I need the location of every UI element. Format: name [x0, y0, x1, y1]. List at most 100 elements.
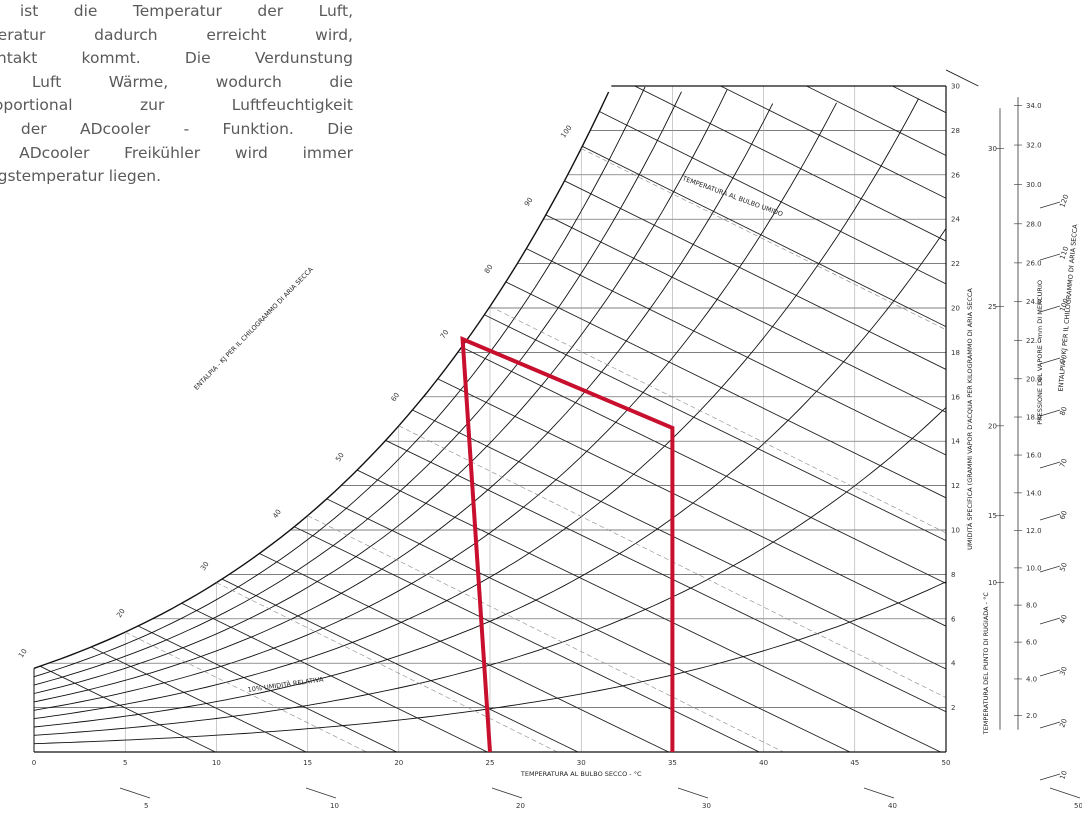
intro-line: r ist die Temperatur der Luft,	[0, 2, 353, 20]
chart-grid	[34, 69, 979, 753]
y-tick-label: 4	[951, 660, 956, 668]
y-tick-label: 26	[951, 171, 960, 179]
rh-curve	[33, 581, 947, 745]
wetbulb-line	[581, 148, 947, 331]
enthalpy-side-tick-label: 70	[1058, 458, 1069, 469]
enthalpy-left-tick-label: 70	[439, 328, 451, 340]
enthalpy-left-tick-label: 40	[271, 508, 283, 520]
y-tick-label: 14	[951, 438, 960, 446]
enthalpy-line	[412, 409, 947, 670]
enthalpy-side-tick-label: 80	[1058, 406, 1069, 417]
x-axis-title: TEMPERATURA AL BULBO SECCO - °C	[520, 770, 642, 778]
x-tick-label: 45	[850, 759, 859, 767]
vapor-pressure-tick-label: 18.0	[1026, 414, 1042, 422]
bottom-scale-tick	[119, 787, 151, 799]
enthalpy-line	[385, 440, 947, 713]
vapor-pressure-tick-label: 12.0	[1026, 527, 1042, 535]
intro-line: proportional zur Luftfeuchtigkeit	[0, 96, 353, 115]
enthalpy-side-tick	[1039, 617, 1061, 625]
enthalpy-line	[582, 145, 947, 328]
y-tick-label: 18	[951, 349, 960, 357]
process-line	[460, 335, 675, 753]
vapor-pressure-tick-label: 34.0	[1026, 102, 1042, 110]
bottom-scale-tick-label: 20	[516, 802, 525, 810]
y-axis-title: UMIDITÀ SPECIFICA (GRAMMI VAPOR D'ACQUA …	[965, 288, 974, 550]
enthalpy-line	[720, 85, 947, 199]
process-line-group	[460, 335, 675, 753]
enthalpy-side-tick	[1039, 721, 1061, 729]
enthalpy-line	[634, 85, 947, 242]
enthalpy-line	[484, 314, 947, 542]
x-tick-label: 0	[32, 759, 36, 767]
rh-label: 10% UMIDITÀ RELATIVA	[247, 674, 324, 694]
enthalpy-line	[945, 69, 979, 87]
enthalpy-line	[505, 281, 947, 499]
y-tick-label: 28	[951, 127, 960, 135]
wetbulb-line	[307, 515, 784, 753]
vapor-pressure-tick-label: 8.0	[1026, 602, 1037, 610]
dewpoint-tick-label: 25	[988, 303, 997, 311]
enthalpy-side-tick-label: 90	[1058, 354, 1069, 365]
enthalpy-line	[545, 214, 947, 413]
enthalpy-side-tick-label: 60	[1058, 510, 1069, 521]
enthalpy-left-tick-label: 10	[17, 647, 29, 659]
enthalpy-side-tick	[1039, 253, 1061, 261]
bottom-scale-tick	[305, 787, 337, 799]
rh-curve	[33, 407, 947, 736]
y-tick-label: 22	[951, 260, 960, 268]
vapor-pressure-tick-label: 26.0	[1026, 259, 1042, 267]
x-tick-label: 5	[123, 759, 127, 767]
x-tick-label: 15	[303, 759, 312, 767]
enthalpy-line	[39, 665, 216, 753]
dewpoint-tick-label: 20	[988, 422, 997, 430]
enthalpy-side-tick	[1039, 201, 1061, 209]
wetbulb-line	[489, 306, 947, 534]
intro-text: r ist die Temperatur der Luft, nperatur …	[0, 0, 353, 189]
enthalpy-side-tick-label: 40	[1058, 614, 1069, 625]
vapor-pressure-tick-label: 14.0	[1026, 489, 1042, 497]
enthalpy-line	[326, 498, 851, 753]
x-tick-label: 25	[486, 759, 495, 767]
rh-curve	[33, 102, 837, 711]
x-tick-label: 20	[394, 759, 403, 767]
bottom-scale-tick-label: 10	[330, 802, 339, 810]
rh-curve	[33, 228, 947, 728]
vapor-pressure-tick-label: 6.0	[1026, 639, 1037, 647]
rh-curve	[33, 103, 774, 703]
enthalpy-line	[181, 602, 488, 753]
enthalpy-line	[461, 346, 947, 584]
y-tick-label: 8	[951, 571, 955, 579]
enthalpy-side-tick	[1039, 409, 1061, 417]
enthalpy-line	[356, 469, 941, 753]
enthalpy-line	[892, 85, 947, 114]
x-tick-label: 40	[759, 759, 768, 767]
y-tick-label: 20	[951, 305, 960, 313]
vapor-pressure-tick-label: 24.0	[1026, 298, 1042, 306]
vapor-pressure-tick-label: 10.0	[1026, 564, 1042, 572]
enthalpy-line	[294, 526, 760, 753]
bottom-scale-tick-label: 5	[144, 802, 148, 810]
intro-line: r ADcooler Freikühler wird immer	[0, 143, 353, 162]
vapor-pressure-axis-title: PRESSIONE DEL VAPORE - mm DI MERCURIO	[1036, 280, 1044, 425]
x-tick-label: 50	[942, 759, 951, 767]
enthalpy-side-tick	[1039, 773, 1061, 781]
enthalpy-left-tick-label: 20	[115, 607, 127, 619]
enthalpy-line	[137, 625, 397, 753]
x-tick-label: 35	[668, 759, 677, 767]
enthalpy-left-tick-label: 80	[483, 263, 495, 275]
enthalpy-left-tick-label: 60	[390, 391, 402, 403]
y-tick-label: 12	[951, 482, 960, 490]
bottom-scale-tick-label: 30	[702, 802, 711, 810]
wetbulb-line	[125, 631, 367, 753]
enthalpy-left-tick-label: 50	[334, 451, 346, 463]
enthalpy-side-tick	[1039, 305, 1061, 313]
bottom-scale-tick	[863, 787, 895, 799]
intro-line: r Luft Wärme, wodurch die	[0, 72, 353, 91]
vapor-pressure-tick-label: 28.0	[1026, 220, 1042, 228]
enthalpy-axis-title: ENTALPIA - KJ PER IL CHILOGRAMMO DI ARIA…	[192, 265, 315, 392]
enthalpy-side-tick-label: 30	[1058, 666, 1069, 677]
wetbulb-line	[216, 582, 558, 753]
enthalpy-side-tick-label: 120	[1058, 193, 1070, 208]
enthalpy-side-tick-label: 20	[1058, 718, 1069, 729]
